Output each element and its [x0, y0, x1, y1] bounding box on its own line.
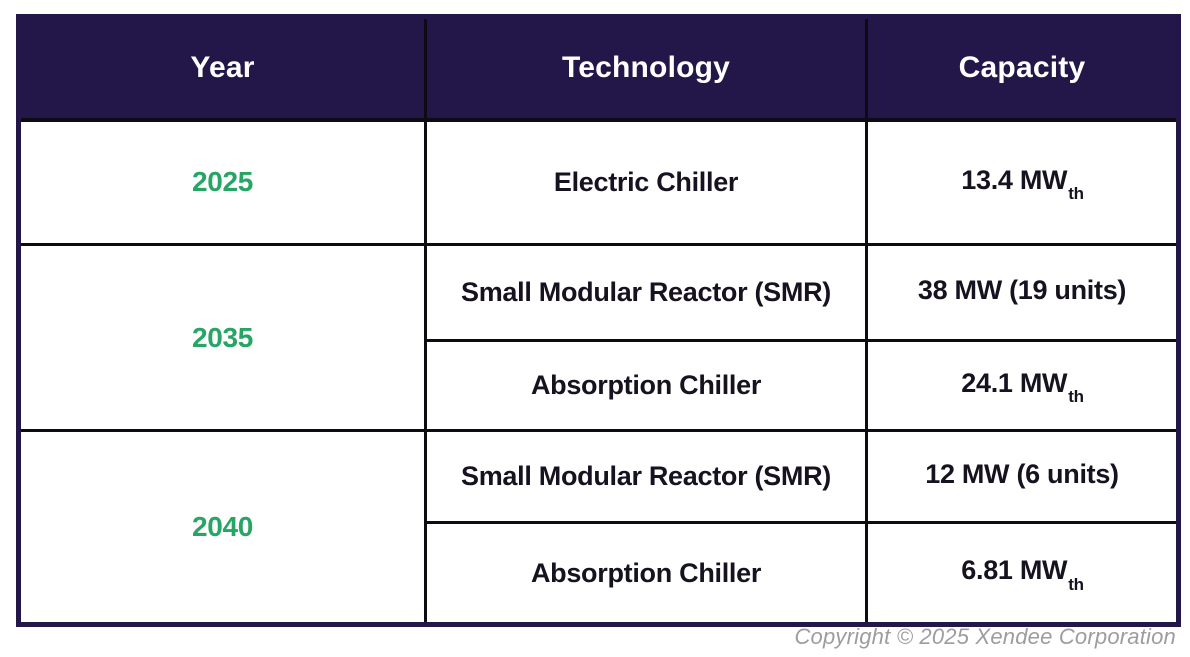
year-cell-2040: 2040 — [17, 429, 427, 626]
year-cell-2025: 2025 — [17, 118, 427, 246]
capacity-unit-subscript: th — [1068, 183, 1084, 203]
year-cell-2035: 2035 — [17, 243, 427, 432]
capacity-value: 38 MW (19 units) — [917, 274, 1127, 305]
technology-cell: Small Modular Reactor (SMR) — [424, 243, 868, 342]
column-header-capacity: Capacity — [865, 15, 1180, 122]
table-row: Absorption Chiller 24.1 MWth — [19, 339, 1180, 432]
copyright-notice: Copyright © 2025 Xendee Corporation — [794, 624, 1176, 649]
column-header-year: Year — [17, 15, 427, 122]
table-row: 2040 Small Modular Reactor (SMR) 12 MW (… — [17, 429, 1180, 626]
capacity-value: 13.4 MW — [961, 164, 1068, 195]
capacity-results-table: Year Technology Capacity 2025 Electric C… — [16, 14, 1181, 627]
technology-cell: Absorption Chiller — [424, 521, 868, 626]
table-row: Absorption Chiller 6.81 MWth — [19, 521, 1180, 626]
capacity-unit-subscript: th — [1068, 574, 1084, 594]
capacity-cell: 13.4 MWth — [865, 118, 1180, 246]
capacity-cell: 38 MW (19 units) — [865, 243, 1180, 342]
technology-cell: Electric Chiller — [424, 118, 868, 246]
technology-cell: Absorption Chiller — [424, 339, 868, 432]
capacity-value: 24.1 MW — [961, 367, 1068, 398]
table-header-row: Year Technology Capacity — [17, 15, 1180, 122]
capacity-value: 12 MW (6 units) — [925, 458, 1119, 489]
table-row: 2025 Electric Chiller 13.4 MWth — [17, 118, 1180, 246]
capacity-cell: 12 MW (6 units) — [865, 429, 1180, 524]
capacity-value: 6.81 MW — [961, 555, 1068, 586]
capacity-unit-subscript: th — [1068, 387, 1084, 407]
column-header-technology: Technology — [424, 15, 868, 122]
table-row: 2035 Small Modular Reactor (SMR) 38 MW (… — [17, 243, 1180, 432]
technology-cell: Small Modular Reactor (SMR) — [424, 429, 868, 524]
capacity-cell: 24.1 MWth — [865, 339, 1180, 432]
capacity-cell: 6.81 MWth — [865, 521, 1180, 626]
